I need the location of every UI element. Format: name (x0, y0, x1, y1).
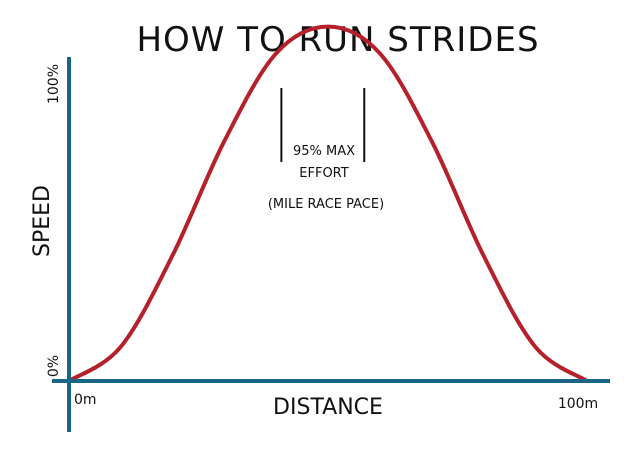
annotation-line-2: EFFORT (299, 166, 348, 181)
x-axis-label: DISTANCE (273, 395, 383, 420)
series-line-0 (67, 24, 589, 383)
annotation-line-1: 95% MAX (293, 144, 355, 159)
chart-marks (67, 24, 589, 383)
y-axis-label: SPEED (30, 185, 55, 257)
annotation-line-3: (MILE RACE PACE) (268, 197, 384, 212)
y-tick-label-max: 100% (46, 64, 62, 104)
x-tick-label-start: 0m (74, 392, 97, 408)
y-tick-label-min: 0% (46, 355, 62, 377)
x-tick-label-end: 100m (558, 396, 598, 412)
